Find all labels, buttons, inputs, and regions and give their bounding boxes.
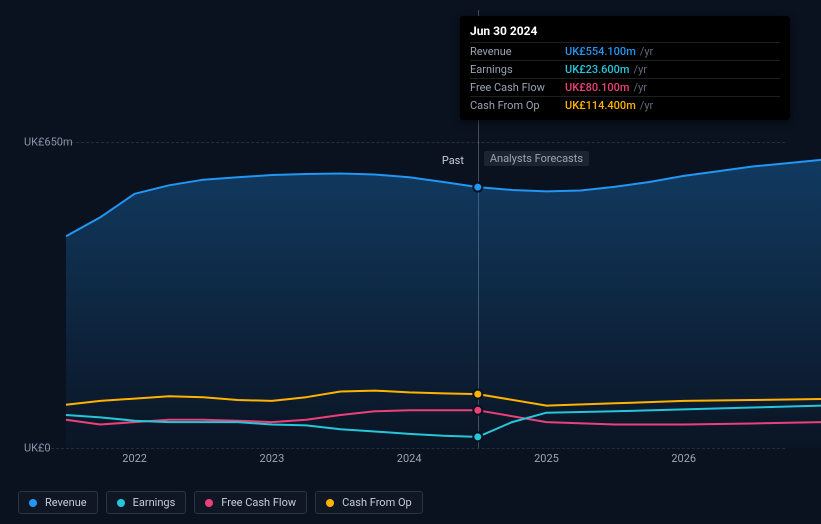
- tooltip-row: Free Cash FlowUK£80.100m/yr: [470, 78, 780, 96]
- tooltip-row-unit: /yr: [634, 81, 647, 94]
- legend-item-cash_from_op[interactable]: Cash From Op: [315, 491, 423, 514]
- x-axis-tick: 2022: [122, 452, 147, 465]
- tooltip-row-value: UK£554.100m: [565, 45, 636, 58]
- legend-item-earnings[interactable]: Earnings: [106, 491, 187, 514]
- marker-earnings: [473, 432, 482, 441]
- tooltip-row: RevenueUK£554.100m/yr: [470, 42, 780, 60]
- chart-legend: Revenue Earnings Free Cash Flow Cash From O…: [18, 491, 423, 514]
- tooltip-row-label: Earnings: [470, 63, 565, 76]
- legend-dot-icon: [205, 499, 213, 507]
- legend-item-label: Earnings: [133, 496, 176, 509]
- marker-free_cash_flow: [473, 406, 482, 415]
- tooltip-row-label: Cash From Op: [470, 99, 565, 112]
- legend-dot-icon: [326, 499, 334, 507]
- tooltip-row-unit: /yr: [640, 45, 653, 58]
- chart-container: UK£650m UK£0 Past Analysts Forecasts 202…: [0, 0, 821, 524]
- legend-dot-icon: [117, 499, 125, 507]
- tooltip-row-unit: /yr: [634, 63, 647, 76]
- tooltip-row-label: Revenue: [470, 45, 565, 58]
- x-axis-tick: 2025: [534, 452, 559, 465]
- legend-item-label: Cash From Op: [342, 496, 412, 509]
- legend-item-free_cash_flow[interactable]: Free Cash Flow: [194, 491, 307, 514]
- tooltip-title: Jun 30 2024: [470, 24, 780, 38]
- chart-tooltip: Jun 30 2024 RevenueUK£554.100m/yrEarning…: [460, 16, 790, 120]
- marker-revenue: [473, 183, 482, 192]
- marker-cash_from_op: [473, 390, 482, 399]
- revenue-area: [66, 160, 821, 448]
- x-axis-tick: 2026: [671, 452, 696, 465]
- x-axis-tick: 2023: [260, 452, 285, 465]
- x-axis: 2022 2023 2024 2025 2026: [18, 452, 803, 472]
- x-axis-tick: 2024: [397, 452, 422, 465]
- legend-item-label: Revenue: [45, 496, 87, 509]
- tooltip-row-label: Free Cash Flow: [470, 81, 565, 94]
- tooltip-row-value: UK£114.400m: [565, 99, 636, 112]
- tooltip-row-value: UK£23.600m: [565, 63, 630, 76]
- tooltip-row-unit: /yr: [640, 99, 653, 112]
- legend-item-revenue[interactable]: Revenue: [18, 491, 98, 514]
- tooltip-row-value: UK£80.100m: [565, 81, 630, 94]
- legend-dot-icon: [29, 499, 37, 507]
- tooltip-row: Cash From OpUK£114.400m/yr: [470, 96, 780, 114]
- legend-item-label: Free Cash Flow: [221, 496, 296, 509]
- tooltip-row: EarningsUK£23.600m/yr: [470, 60, 780, 78]
